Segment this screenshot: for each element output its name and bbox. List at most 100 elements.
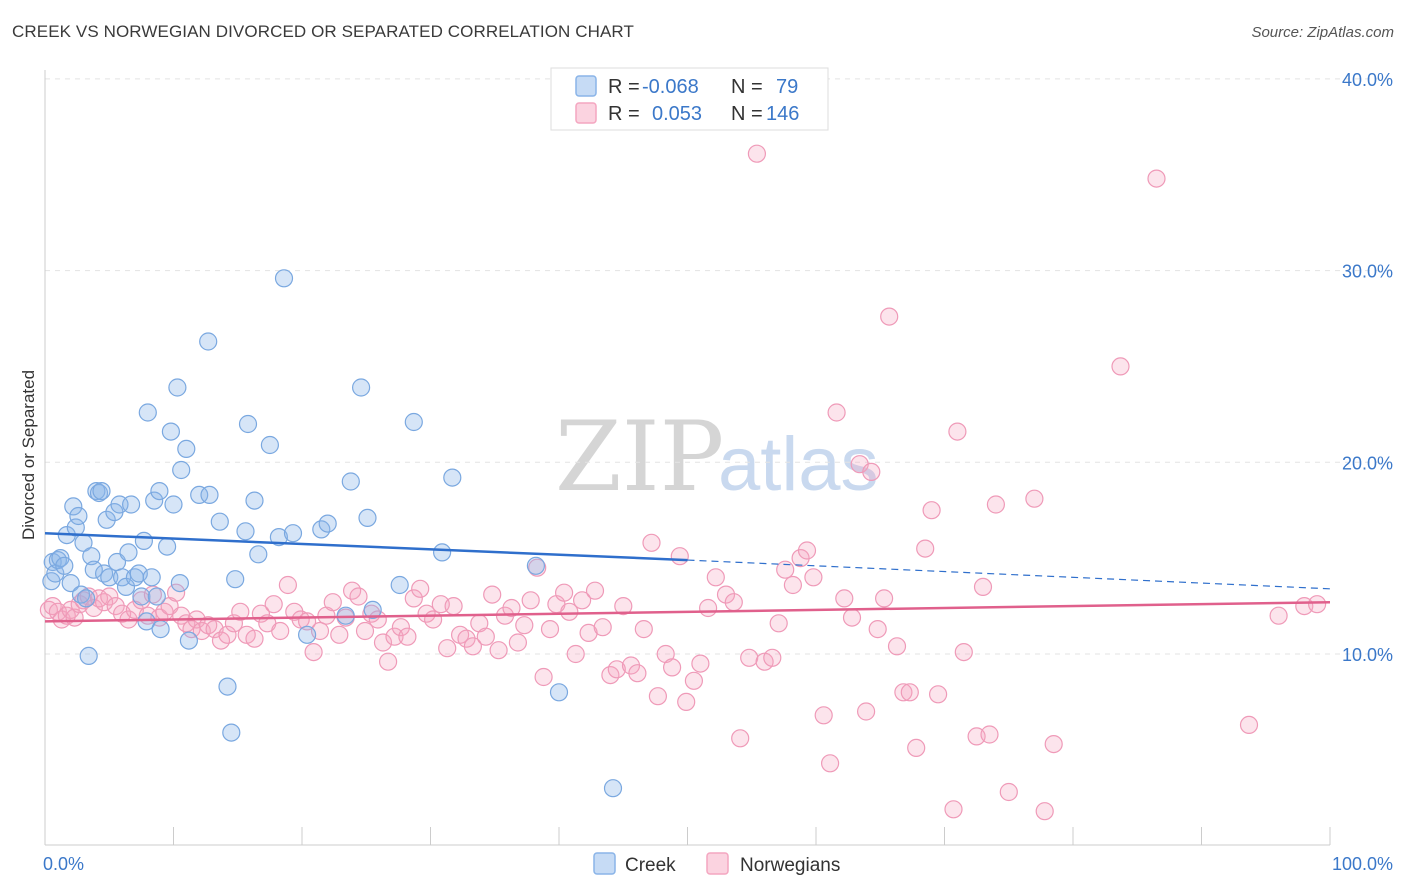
creek-point bbox=[84, 560, 103, 579]
norwegians-point bbox=[554, 583, 574, 602]
norwegians-point bbox=[607, 660, 626, 679]
norwegians-point bbox=[880, 307, 899, 326]
creek-point bbox=[87, 482, 106, 501]
norwegians-point bbox=[842, 608, 862, 627]
norwegians-point bbox=[628, 664, 647, 683]
norwegians-point bbox=[944, 800, 963, 819]
norwegians-point bbox=[483, 585, 502, 604]
norwegians-point bbox=[691, 654, 710, 673]
norwegians-point bbox=[731, 729, 750, 748]
norwegians-point bbox=[614, 596, 633, 616]
norwegians-point bbox=[424, 610, 443, 629]
norwegians-point bbox=[662, 658, 682, 677]
creek-point bbox=[283, 524, 303, 543]
norwegians-point bbox=[634, 619, 653, 639]
y-tick-label: 40.0% bbox=[1342, 70, 1393, 90]
creek-point bbox=[358, 508, 377, 528]
creek-point bbox=[82, 547, 101, 566]
series-legend: Creek Norwegians bbox=[593, 852, 840, 876]
creek-point bbox=[134, 531, 153, 551]
norwegians-point bbox=[648, 687, 668, 706]
creek-point bbox=[443, 468, 462, 487]
norwegians-point bbox=[106, 596, 125, 616]
legend-creek-r-value: -0.068 bbox=[642, 76, 699, 98]
creek-point bbox=[298, 625, 317, 644]
norwegians-point bbox=[776, 560, 795, 579]
norwegians-point bbox=[900, 683, 919, 702]
norwegians-point bbox=[572, 591, 592, 610]
creek-point bbox=[245, 491, 264, 510]
norwegians-point bbox=[698, 598, 718, 618]
creek-point bbox=[390, 575, 409, 595]
creek-point bbox=[179, 631, 198, 650]
creek-point bbox=[100, 568, 119, 587]
norwegians-point bbox=[684, 671, 704, 690]
norwegians-point bbox=[132, 591, 151, 610]
norwegians-point bbox=[349, 587, 368, 606]
norwegians-point bbox=[916, 539, 935, 558]
norwegians-point bbox=[670, 547, 689, 566]
creek-point bbox=[161, 422, 180, 441]
norwegians-point bbox=[231, 602, 250, 621]
axes bbox=[44, 70, 1331, 846]
creek-point bbox=[147, 587, 166, 606]
norwegians-point bbox=[43, 596, 62, 616]
source-label: Source: ZipAtlas.com bbox=[1251, 24, 1394, 41]
creek-point bbox=[122, 495, 141, 514]
creek-point bbox=[603, 779, 623, 798]
norwegians-point bbox=[476, 627, 495, 646]
creek-point bbox=[55, 556, 74, 575]
creek-point bbox=[66, 518, 85, 537]
norwegians-point bbox=[534, 667, 553, 687]
creek-point bbox=[119, 543, 138, 562]
x-tick-labels: 0.0% 100.0% bbox=[43, 854, 1393, 874]
norwegians-point bbox=[304, 642, 323, 662]
creek-point bbox=[210, 512, 229, 531]
norwegians-point bbox=[489, 641, 508, 660]
norwegians-point bbox=[438, 639, 457, 658]
norwegians-point bbox=[502, 598, 521, 618]
creek-point bbox=[61, 573, 80, 593]
creek-point bbox=[318, 514, 337, 533]
y-tick-label: 20.0% bbox=[1342, 453, 1393, 473]
x-tick-label: 0.0% bbox=[43, 854, 84, 874]
norwegians-point bbox=[508, 633, 528, 652]
norwegians-point bbox=[724, 593, 743, 612]
creek-point bbox=[404, 412, 423, 432]
creek-point bbox=[168, 378, 187, 397]
norwegians-point bbox=[264, 595, 283, 614]
norwegians-point bbox=[100, 587, 119, 606]
correlation-legend: R = -0.068 N = 79 R = 0.053 N = 146 bbox=[550, 67, 829, 131]
norwegians-point bbox=[763, 648, 782, 667]
y-tick-label: 10.0% bbox=[1342, 645, 1393, 665]
legend-norwegians-r-label: R = bbox=[608, 103, 640, 125]
norwegians-point bbox=[84, 598, 103, 618]
norwegians-point bbox=[167, 583, 186, 602]
creek-point bbox=[76, 589, 96, 608]
norwegians-point bbox=[797, 541, 817, 560]
gridlines bbox=[45, 78, 1392, 655]
creek-point bbox=[238, 414, 258, 434]
creek-point bbox=[526, 556, 546, 575]
creek-point bbox=[170, 573, 189, 593]
watermark-zip: ZIP bbox=[555, 401, 724, 513]
legend-box bbox=[550, 67, 829, 131]
creek-point bbox=[352, 378, 371, 397]
norwegians-point bbox=[457, 629, 476, 648]
norwegians-point bbox=[404, 589, 423, 608]
norwegians-point bbox=[1044, 734, 1063, 754]
norwegians-point bbox=[291, 610, 310, 629]
creek-point bbox=[151, 619, 170, 639]
norwegians-point bbox=[874, 589, 894, 608]
norwegians-point bbox=[783, 575, 803, 595]
creek-point bbox=[269, 527, 288, 547]
legend-norwegians-n-label: N = bbox=[731, 103, 763, 125]
creek-points bbox=[42, 269, 623, 798]
norwegians-point bbox=[391, 618, 410, 637]
bottom-legend-creek: Creek bbox=[625, 855, 676, 876]
norwegians-point bbox=[642, 533, 661, 552]
norwegians-point bbox=[835, 589, 854, 608]
chart-title: CREEK VS NORWEGIAN DIVORCED OR SEPARATED… bbox=[12, 22, 634, 41]
norwegians-point bbox=[887, 637, 907, 656]
norwegians-point bbox=[398, 627, 417, 646]
